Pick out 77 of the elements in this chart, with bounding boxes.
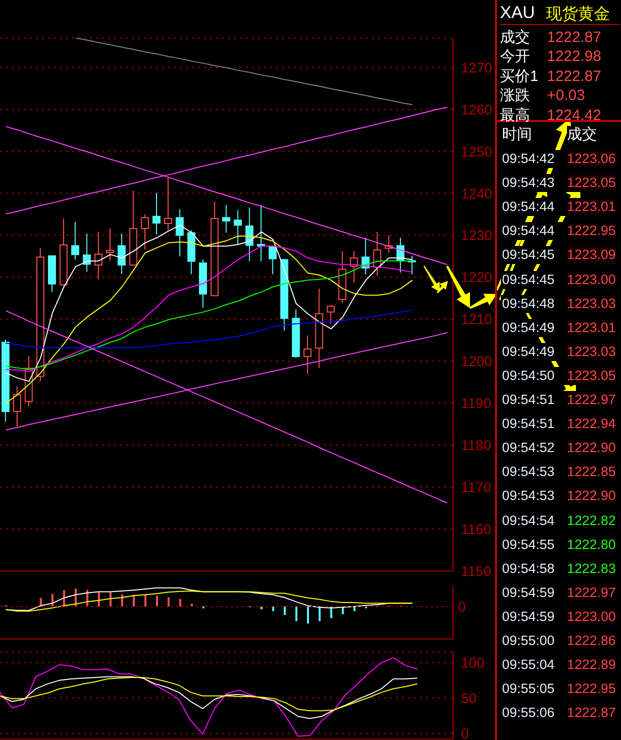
y-tick-label: 09:54:54 [502,512,556,530]
y-tick-label: 09:55:00 [502,632,556,650]
data-label: 1222.87 [567,705,616,720]
text: XAU [500,3,535,23]
text: 1222.87 [547,68,602,85]
category-label: 今开 [500,47,530,67]
text: 现货黄金 [546,4,610,25]
text: 1222.87 [547,29,602,46]
y-tick-label: 09:54:58 [502,560,556,578]
y-tick-label: 1160 [461,521,492,537]
y-tick-label: 1230 [461,227,492,244]
y-tick-label: 09:55:06 [502,704,556,722]
data-label: 1222.89 [567,657,616,672]
y-tick-label: 1170 [461,479,492,496]
y-tick-label: 09:54:44 [502,222,556,240]
y-tick-label: 1260 [461,101,492,118]
data-label: 1222.94 [567,416,616,432]
y-tick-label: 1220 [461,269,492,286]
data-label: 1222.95 [567,681,616,696]
y-tick-label: 50 [461,690,477,706]
text: 1224.42 [547,106,602,124]
y-tick-label: 09:54:50 [502,366,556,385]
data-label: 1222.90 [567,488,616,504]
data-label: 1223.05 [567,368,616,383]
y-tick-label: 09:54:51 [502,415,556,434]
data-label: 1223.00 [567,608,616,624]
y-tick-label: 1270 [461,59,492,76]
y-tick-label: 09:54:49 [502,342,556,361]
data-label: 1222.85 [567,464,616,480]
data-label: 1223.05 [567,175,616,190]
y-axis-title: 时间 [502,126,532,144]
data-label: 1223.01 [567,320,616,335]
y-tick-label: 1210 [461,311,492,328]
data-label: 1222.80 [567,536,616,552]
y-tick-label: 09:54:53 [502,463,556,482]
y-tick-label: 1250 [461,143,492,160]
category-label: 涨跌 [500,86,530,106]
data-label: 1222.83 [567,560,616,576]
data-label: 1223.03 [567,344,616,359]
data-label: 1223.09 [567,247,616,262]
y-tick-label: 09:55:04 [502,656,556,674]
data-label: 1222.82 [567,512,616,528]
y-tick-label: 09:54:52 [502,439,556,458]
y-tick-label: 0 [461,725,469,740]
data-label: 1223.01 [567,199,616,214]
data-label: 1222.95 [567,223,616,238]
y-tick-label: 1200 [461,353,492,370]
y-tick-label: 09:54:45 [502,270,556,288]
y-tick-label: 09:54:49 [502,318,556,337]
y-tick-label: 09:54:45 [502,246,556,264]
data-label: 1222.90 [567,440,616,456]
y-tick-label: 09:54:43 [502,174,556,192]
y-tick-label: 09:55:05 [502,680,556,698]
y-tick-label: 1190 [461,395,492,412]
text: +0.03 [547,87,585,104]
y-tick-label: 09:54:42 [502,150,556,168]
data-label: 1222.86 [567,633,616,648]
y-tick-label: 09:54:59 [502,584,556,602]
y-tick-label: 09:54:48 [502,294,556,313]
data-label: 1223.03 [567,296,616,311]
y-tick-label: 1180 [461,437,492,454]
category-label: 买价1 [500,66,538,86]
data-label: 1223.06 [567,151,616,166]
y-tick-label: 1240 [461,185,492,202]
y-tick-label: 09:54:55 [502,536,556,554]
data-label: 1222.97 [567,392,616,407]
y-tick-label: 09:54:44 [502,198,556,216]
text: 1222.98 [547,48,602,66]
y-tick-label: 1150 [461,562,492,579]
y-tick-label: 09:54:53 [502,487,556,506]
category-label: 成交 [500,28,530,48]
category-label: 最高 [500,106,530,125]
y-tick-label: 09:54:51 [502,391,556,409]
data-label: 1223.00 [567,272,616,286]
data-label: 1222.97 [567,584,616,600]
y-tick-label: 100 [461,654,485,671]
y-tick-label: 09:54:59 [502,608,556,626]
